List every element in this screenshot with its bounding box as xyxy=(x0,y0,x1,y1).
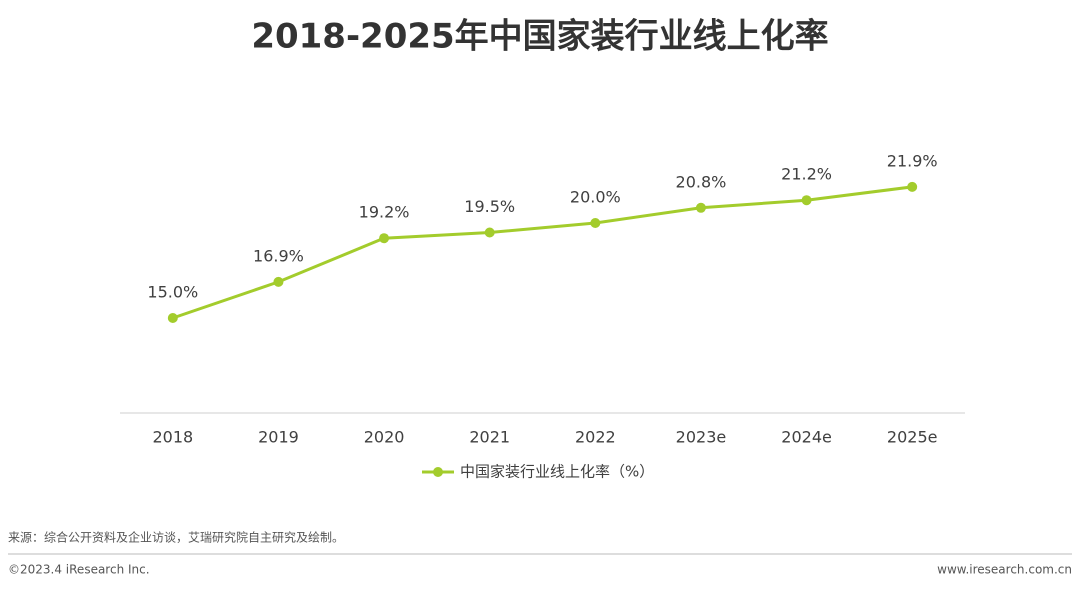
point xyxy=(907,181,918,192)
point xyxy=(484,227,495,238)
data-label: 19.2% xyxy=(359,203,410,222)
x-tick-label: 2022 xyxy=(575,428,616,447)
point xyxy=(379,233,390,244)
point xyxy=(801,195,812,206)
data-label: 20.8% xyxy=(676,172,727,191)
x-tick-label: 2024e xyxy=(781,428,832,447)
line xyxy=(172,185,913,320)
x-tick-label: 2025e xyxy=(887,428,938,447)
data-label: 21.9% xyxy=(887,151,938,170)
source-note: 来源：综合公开资料及企业访谈，艾瑞研究院自主研究及绘制。 xyxy=(8,530,344,545)
x-tick-label: 2023e xyxy=(676,428,727,447)
legend-label: 中国家装行业线上化率（%） xyxy=(460,463,654,481)
x-tick-label: 2018 xyxy=(152,428,193,447)
copyright: ©2023.4 iResearch Inc. xyxy=(8,563,150,577)
point xyxy=(273,276,284,287)
x-tick-label: 2021 xyxy=(469,428,510,447)
data-label: 15.0% xyxy=(147,283,198,302)
point xyxy=(695,202,706,213)
data-label: 21.2% xyxy=(781,165,832,184)
website: www.iresearch.com.cn xyxy=(937,563,1072,577)
x-tick-label: 2019 xyxy=(258,428,299,447)
point xyxy=(167,313,178,323)
x-tick-label: 2020 xyxy=(364,428,405,447)
data-label: 19.5% xyxy=(464,197,515,216)
data-label: 20.0% xyxy=(570,188,621,207)
point xyxy=(590,218,601,228)
data-label: 16.9% xyxy=(253,246,304,265)
chart-title: 2018-2025年中国家装行业线上化率 xyxy=(251,17,828,57)
legend-marker xyxy=(433,467,443,477)
